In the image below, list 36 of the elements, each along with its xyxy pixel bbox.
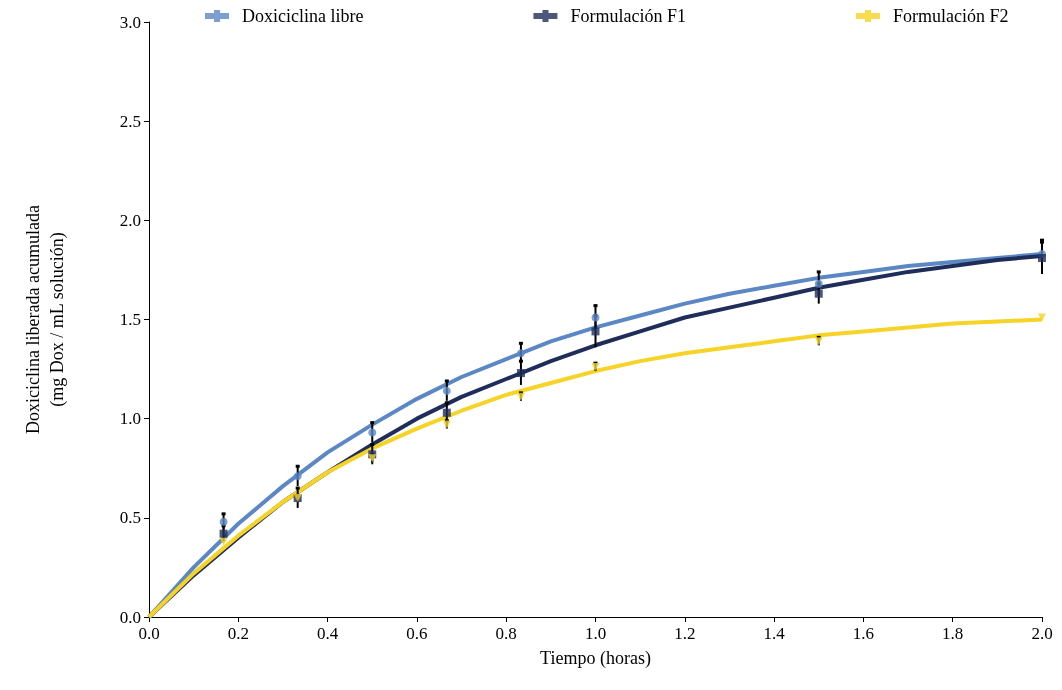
x-tick-label: 0.6 (406, 624, 428, 643)
point (516, 369, 525, 378)
x-tick-label: 1.0 (584, 624, 607, 643)
x-tick-label: 1.4 (763, 624, 786, 643)
y-tick-label: 0.5 (119, 508, 141, 528)
x-axis-title: Tiempo (horas) (540, 648, 651, 669)
x-tick-label: 0.2 (227, 624, 249, 643)
point (591, 313, 600, 322)
x-tick-label: 1.2 (674, 624, 696, 643)
point (293, 472, 302, 481)
legend-label: Formulación F2 (892, 6, 1009, 26)
legend-label: Doxiciclina libre (242, 6, 364, 26)
y-tick-label: 1.0 (119, 409, 141, 429)
x-tick-label: 0.4 (316, 624, 339, 643)
x-tick-label: 2.0 (1031, 624, 1053, 643)
y-tick-label: 2.5 (119, 111, 141, 131)
point (591, 327, 600, 336)
y-axis-title: Doxiciclina liberada acumulada (mg Dox / mL solución) (23, 205, 68, 434)
point (219, 529, 228, 538)
point (1038, 313, 1046, 322)
point (814, 289, 823, 298)
x-tick-label: 1.8 (942, 624, 964, 643)
legend-label: Formulación F1 (570, 6, 686, 26)
point (368, 428, 377, 437)
point (442, 386, 451, 395)
y-tick-label: 0.0 (119, 607, 141, 627)
y-tick-label: 2.0 (119, 210, 141, 230)
x-tick-label: 0.8 (495, 624, 517, 643)
x-tick-label: 0.0 (138, 624, 160, 643)
point (442, 408, 451, 417)
point (1038, 254, 1046, 263)
point (219, 517, 228, 526)
x-tick-label: 1.6 (852, 624, 875, 643)
point (516, 349, 525, 358)
y-tick-label: 3.0 (119, 12, 141, 32)
y-tick-label: 1.5 (119, 310, 141, 329)
